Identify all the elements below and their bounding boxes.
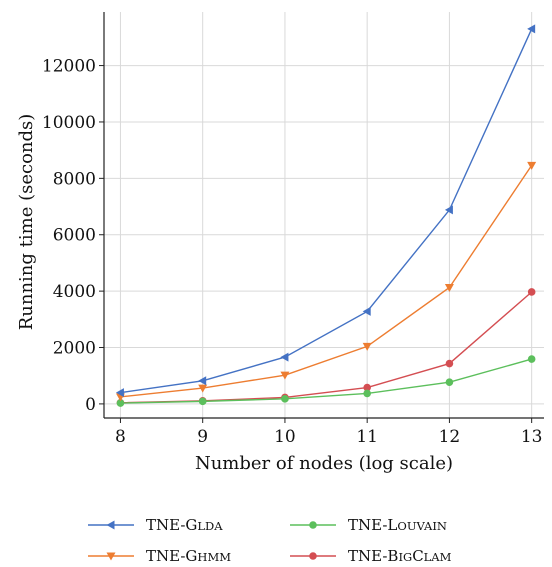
x-tick-label: 12 xyxy=(439,427,461,447)
y-tick-label: 12000 xyxy=(42,57,96,77)
legend-label: TNE-LOUVAIN xyxy=(348,516,447,534)
legend-item: TNE-BIGCLAM xyxy=(290,547,452,565)
data-point xyxy=(527,24,536,34)
x-tick-label: 9 xyxy=(197,427,208,447)
axes xyxy=(99,12,544,423)
data-point xyxy=(527,288,536,296)
data-point xyxy=(198,376,207,386)
legend-item: TNE-LOUVAIN xyxy=(290,516,447,534)
legend-label: TNE-GHMM xyxy=(146,547,231,565)
tick-labels: 8 9 10 11 12 13 0 2000 4000 6000 8000 10000 12000 xyxy=(42,57,543,447)
series-tne-louvain xyxy=(116,355,536,407)
legend-marker xyxy=(309,521,317,529)
data-point xyxy=(198,384,208,393)
series-line xyxy=(120,28,533,394)
y-tick-label: 2000 xyxy=(53,339,96,359)
legend: TNE-GLDA TNE-GHMM TNE-LOUVAIN TNE-BIGCLAM xyxy=(88,516,452,565)
data-series xyxy=(115,24,537,407)
series-tne-ghmm xyxy=(115,161,537,402)
data-point xyxy=(363,389,371,398)
y-tick-label: 10000 xyxy=(42,113,96,133)
y-tick-label: 8000 xyxy=(53,169,96,189)
x-tick-label: 11 xyxy=(356,427,378,447)
legend-item: TNE-GLDA xyxy=(88,516,223,534)
x-tick-label: 10 xyxy=(274,427,296,447)
y-tick-label: 0 xyxy=(85,395,96,415)
series-tne-glda xyxy=(115,24,536,398)
data-point xyxy=(281,395,289,403)
data-point xyxy=(362,342,372,351)
x-tick-label: 8 xyxy=(115,427,126,447)
data-point xyxy=(445,378,454,386)
y-tick-label: 4000 xyxy=(53,282,96,302)
data-point xyxy=(280,352,289,362)
x-tick-label: 13 xyxy=(521,427,543,447)
data-point xyxy=(116,399,125,407)
data-point xyxy=(527,355,536,363)
data-point xyxy=(363,383,371,392)
data-point xyxy=(362,306,371,316)
legend-marker xyxy=(309,552,317,560)
data-point xyxy=(115,388,124,398)
legend-marker xyxy=(106,552,116,561)
legend-label: TNE-BIGCLAM xyxy=(348,547,452,565)
data-point xyxy=(445,359,454,368)
series-line xyxy=(120,358,532,404)
legend-marker xyxy=(106,520,115,530)
y-tick-label: 6000 xyxy=(53,226,96,246)
grid-lines xyxy=(104,12,544,418)
data-point xyxy=(444,205,453,215)
data-point xyxy=(444,283,454,292)
data-point xyxy=(198,397,207,406)
data-point xyxy=(280,371,290,380)
x-axis-label: Number of nodes (log scale) xyxy=(195,453,453,474)
y-axis-label: Running time (seconds) xyxy=(16,114,37,331)
series-line xyxy=(120,164,533,398)
legend-label: TNE-GLDA xyxy=(146,516,223,534)
legend-item: TNE-GHMM xyxy=(88,547,231,565)
data-point xyxy=(527,161,537,170)
